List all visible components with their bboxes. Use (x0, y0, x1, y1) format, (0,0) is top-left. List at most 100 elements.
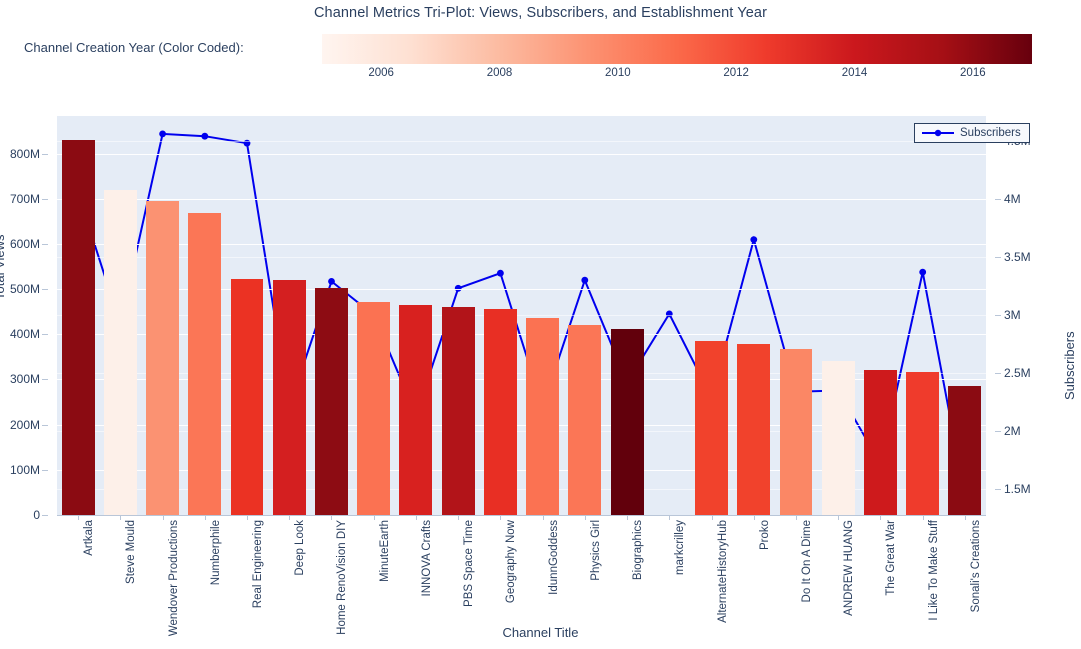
x-tick-numberphile[interactable]: Numberphile (209, 520, 222, 586)
subscribers-point-numberphile[interactable] (201, 132, 209, 140)
gridline-left (57, 469, 986, 471)
x-tickmark (78, 515, 80, 520)
x-tickmark (922, 515, 924, 520)
y-tick-left-500M: 500M (9, 282, 40, 297)
bar-innova-crafts[interactable] (399, 305, 433, 515)
y-axis-right-title: Subscribers (1062, 331, 1077, 400)
x-tickmark (627, 515, 629, 520)
y-axis-left-ticks: 0 100M 200M 300M 400M 500M 600M 700M 800M (0, 116, 50, 522)
colorbar-tick-2014: 2014 (841, 67, 868, 79)
y-tick-right-3.5M: 3.5M (1004, 249, 1031, 264)
bar-andrew-huang[interactable] (821, 361, 855, 515)
x-tick-markcrilley[interactable]: markcrilley (674, 520, 687, 575)
x-tick-biographics[interactable]: Biographics (632, 520, 645, 581)
x-tick-andrew-huang[interactable]: ANDREW HUANG (843, 520, 856, 616)
bar-i-like-to-make-stuff[interactable] (906, 372, 940, 515)
bar-the-great-war[interactable] (863, 369, 897, 515)
x-tickmark (584, 515, 586, 520)
y-tick-left-800M: 800M (9, 146, 40, 161)
bar-sonali-s-creations[interactable] (948, 386, 982, 515)
x-tickmark (331, 515, 333, 520)
gridline-right (57, 198, 986, 200)
subscribers-point-wendover-productions[interactable] (159, 130, 166, 138)
gridline-left (57, 424, 986, 426)
x-tick-proko[interactable]: Proko (758, 520, 771, 551)
bar-deep-look[interactable] (272, 280, 306, 515)
y-tickmark-left (42, 424, 48, 426)
x-tick-home-renovision-diy[interactable]: Home RenoVision DIY (336, 520, 349, 635)
x-tickmark (162, 515, 164, 520)
y-tickmark-right (995, 489, 1001, 491)
x-tick-artkala[interactable]: Artkala (83, 520, 96, 556)
bar-home-renovision-diy[interactable] (315, 287, 348, 515)
bar-idunngoddess[interactable] (526, 317, 560, 515)
y-tick-left-700M: 700M (9, 191, 40, 206)
colorbar-tick-2006: 2006 (368, 67, 394, 79)
y-tickmark-left (42, 243, 48, 245)
x-tick-sonali-s-creations[interactable]: Sonali's Creations (969, 520, 982, 613)
bar-artkala[interactable] (61, 139, 95, 515)
gridline-left (57, 153, 986, 155)
subscribers-point-proko[interactable] (750, 236, 758, 243)
subscribers-point-home-renovision-diy[interactable] (328, 278, 335, 285)
subscribers-point-geography-now[interactable] (497, 269, 504, 277)
y-tickmark-right (995, 431, 1001, 433)
y-tickmark-left (42, 153, 48, 155)
bar-geography-now[interactable] (483, 308, 517, 515)
x-tickmark (500, 515, 502, 520)
colorbar-ticks: 2006 2008 2010 2012 2014 2016 (322, 67, 1032, 83)
y-tickmark-left (42, 469, 48, 471)
x-tick-innova-crafts[interactable]: INNOVA Crafts (420, 520, 433, 597)
bar-real-engineering[interactable] (230, 279, 264, 515)
subscribers-polyline (77, 132, 966, 496)
x-tick-geography-now[interactable]: Geography Now (505, 520, 518, 604)
x-tick-alternatehistoryhub[interactable]: AlternateHistoryHub (716, 520, 729, 623)
y-tickmark-left (42, 515, 48, 516)
bar-steve-mould[interactable] (103, 189, 137, 515)
x-tick-deep-look[interactable]: Deep Look (294, 520, 307, 576)
subscribers-point-markcrilley[interactable] (665, 310, 673, 318)
x-tick-i-like-to-make-stuff[interactable]: I Like To Make Stuff (927, 520, 940, 621)
bar-wendover-productions[interactable] (146, 201, 180, 515)
bar-proko[interactable] (737, 344, 771, 515)
gridline-left (57, 243, 986, 245)
x-tick-steve-mould[interactable]: Steve Mould (125, 520, 138, 584)
x-tickmark (289, 515, 291, 520)
x-tick-physics-girl[interactable]: Physics Girl (589, 520, 602, 581)
y-tickmark-right (995, 373, 1001, 375)
subscribers-point-physics-girl[interactable] (581, 276, 589, 284)
bar-pbs-space-time[interactable] (441, 307, 475, 515)
x-tick-wendover-productions[interactable]: Wendover Productions (167, 520, 180, 637)
x-tickmark (795, 515, 797, 520)
bar-minuteearth[interactable] (357, 301, 391, 515)
gridline-right (57, 431, 986, 433)
y-axis-left-title: Total Views (0, 234, 7, 300)
bar-biographics[interactable] (610, 328, 644, 515)
x-tick-do-it-on-a-dime[interactable]: Do It On A Dime (800, 520, 813, 603)
colorbar-gradient (322, 34, 1032, 64)
chart-title: Channel Metrics Tri-Plot: Views, Subscri… (313, 5, 767, 21)
y-tick-right-2M: 2M (1004, 424, 1021, 439)
x-tickmark (964, 515, 966, 520)
x-tick-the-great-war[interactable]: The Great War (885, 520, 898, 596)
bar-alternatehistoryhub[interactable] (695, 341, 728, 515)
y-tick-right-1.5M: 1.5M (1004, 482, 1031, 497)
x-tick-real-engineering[interactable]: Real Engineering (252, 520, 265, 609)
colorbar-tick-2008: 2008 (486, 67, 513, 79)
bar-do-it-on-a-dime[interactable] (779, 348, 813, 515)
y-tickmark-left (42, 289, 48, 291)
x-tick-minuteearth[interactable]: MinuteEarth (378, 520, 391, 583)
gridline-right (57, 489, 986, 491)
x-tick-pbs-space-time[interactable]: PBS Space Time (463, 520, 476, 607)
colorbar-tick-2010: 2010 (605, 67, 631, 79)
x-tickmark (838, 515, 840, 520)
subscribers-point-i-like-to-make-stuff[interactable] (919, 268, 927, 276)
bar-numberphile[interactable] (188, 212, 222, 515)
x-axis-line (57, 515, 986, 516)
plot-area (57, 116, 986, 515)
chart-legend[interactable]: Subscribers (914, 123, 1030, 143)
y-tick-left-400M: 400M (9, 327, 40, 342)
x-tick-idunngoddess[interactable]: IdunnGoddess (547, 520, 560, 595)
bar-physics-girl[interactable] (568, 324, 602, 515)
